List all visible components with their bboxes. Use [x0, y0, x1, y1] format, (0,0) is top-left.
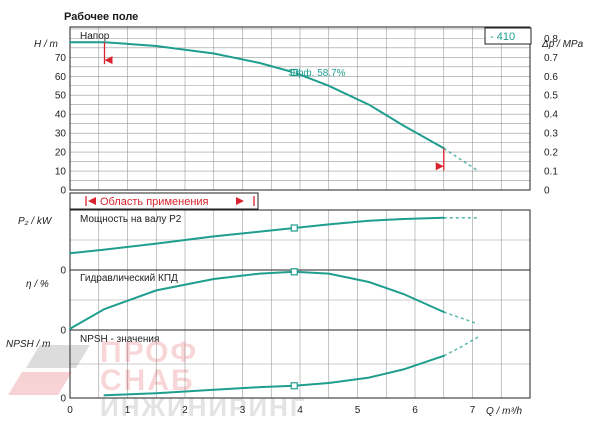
y-right-tick-label: 0.8 [544, 34, 558, 45]
y-tick-label: 70 [55, 53, 67, 64]
y-tick-label: 20 [55, 148, 67, 159]
power-duty-point [290, 224, 298, 232]
efficiency-axis-label: η / % [26, 279, 49, 290]
y-tick-label: 0 [60, 186, 66, 197]
power-panel-label: Мощность на валу P2 [80, 214, 182, 225]
model-box [484, 27, 532, 45]
y-right-tick-label: 0 [544, 186, 550, 197]
y-tick-label: 60 [55, 72, 67, 83]
watermark-line-1: ПРОФ [100, 336, 198, 369]
panel-frame-head [69, 26, 531, 191]
x-tick-label: 4 [297, 405, 303, 416]
npsh-curve-extension [443, 336, 479, 357]
y-tick-label: 50 [55, 91, 67, 102]
watermark-line-2: СНАБ [100, 364, 195, 397]
y-right-tick-label: 0.5 [544, 91, 558, 102]
watermark-logo-icon [8, 345, 90, 395]
head-duty-point [290, 68, 298, 77]
range-bar-left-arrow-icon [88, 197, 96, 205]
model-label: - 410 [490, 31, 515, 43]
power-curve [69, 216, 445, 255]
efficiency-curve [69, 270, 445, 330]
axis-ticks: 01020304050607000.10.20.30.40.50.60.70.8… [55, 34, 558, 416]
y-right-tick-label: 0.4 [544, 110, 558, 121]
npsh-axis-label: NPSH / m [6, 339, 50, 350]
npsh-duty-point [290, 382, 298, 390]
y-tick-label: 10 [55, 167, 67, 178]
efficiency-duty-point [290, 268, 298, 276]
range-left-arrow-icon [104, 56, 113, 65]
x-axis-label: Q / m³/h [486, 406, 523, 417]
range-markers [85, 42, 445, 206]
y-right-tick-label: 0.2 [544, 148, 558, 159]
npsh-panel-label: NPSH - значения [80, 334, 159, 345]
y-right-tick-label: 0.6 [544, 72, 558, 83]
x-tick-label: 5 [355, 405, 361, 416]
range-right-arrow-icon [435, 162, 444, 171]
head-panel-label: Напор [80, 31, 110, 42]
y-right-tick-label: 0.3 [544, 129, 558, 140]
grid-layer [70, 27, 530, 398]
head-axis-label: H / m [34, 39, 58, 50]
x-tick-label: 0 [67, 405, 73, 416]
y-tick-label: 0 [60, 326, 66, 337]
efficiency-annotation: Эфф. 58.7% [288, 67, 346, 79]
y-right-tick-label: 0.7 [544, 53, 558, 64]
panel-frame-npsh [69, 329, 531, 399]
watermark: ПРОФ СНАБ ИНЖИНИРИНГ [8, 336, 307, 422]
head-curve-extension [443, 147, 479, 172]
head-curve [69, 41, 445, 150]
efficiency-panel-label: Гидравлический КПД [80, 273, 178, 284]
watermark-line-3: ИНЖИНИРИНГ [100, 392, 307, 422]
efficiency-curve-extension [443, 311, 479, 325]
y-tick-label: 30 [55, 129, 67, 140]
range-box [69, 192, 259, 210]
y-tick-label: 0 [60, 266, 66, 277]
chart-title: Рабочее поле [64, 11, 138, 23]
power-axis-label: P₂ / kW [18, 216, 53, 227]
x-tick-label: 2 [182, 405, 188, 416]
y-tick-label: 0 [60, 394, 66, 405]
range-bar-right-arrow-icon [236, 197, 244, 205]
y-right-tick-label: 0.1 [544, 167, 558, 178]
range-label: Область применения [100, 196, 209, 208]
x-tick-label: 6 [412, 405, 418, 416]
x-tick-label: 1 [125, 405, 131, 416]
y-tick-label: 40 [55, 110, 67, 121]
pressure-axis-label: Δp / MPa [541, 39, 584, 50]
curves-layer [69, 41, 479, 397]
x-tick-label: 7 [470, 405, 476, 416]
x-tick-label: 3 [240, 405, 246, 416]
panel-frames [69, 26, 531, 399]
